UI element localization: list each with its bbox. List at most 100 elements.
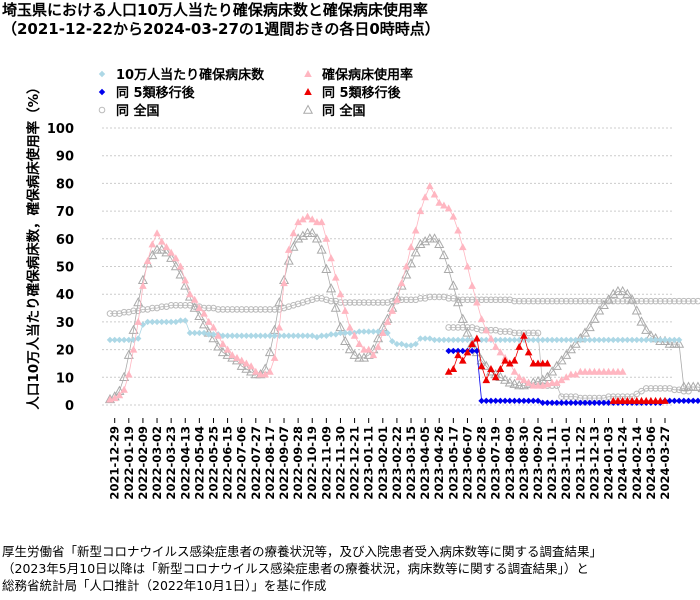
- data-point: [219, 340, 227, 348]
- data-point: [551, 360, 562, 370]
- data-point: [349, 349, 360, 359]
- data-point: [299, 215, 307, 223]
- data-point: [370, 299, 377, 306]
- data-point: [454, 226, 462, 234]
- data-point: [487, 364, 495, 372]
- data-point: [106, 310, 114, 317]
- data-point: [416, 207, 425, 215]
- data-point: [421, 295, 429, 302]
- data-point: [356, 328, 363, 335]
- data-point: [497, 296, 504, 304]
- data-point: [421, 335, 429, 342]
- data-point: [598, 299, 609, 309]
- legend-marker: [304, 70, 312, 77]
- data-point: [491, 373, 500, 381]
- data-point: [243, 306, 250, 313]
- data-point: [591, 336, 598, 344]
- data-point: [189, 302, 200, 312]
- data-point: [326, 283, 337, 293]
- source-line-3: 総務省統計局「人口推計（2022年10月1日）」を基に作成: [2, 578, 327, 593]
- data-point: [133, 296, 144, 307]
- data-point: [657, 336, 664, 344]
- data-point: [692, 381, 700, 391]
- data-point: [351, 299, 358, 306]
- data-point: [147, 249, 158, 260]
- data-point: [266, 367, 274, 375]
- legend-marker: [98, 70, 106, 78]
- data-point: [577, 297, 584, 305]
- data-point: [567, 399, 575, 406]
- legend-marker: [98, 88, 106, 96]
- data-point: [624, 297, 631, 305]
- data-point: [402, 262, 411, 270]
- data-point: [581, 399, 589, 406]
- data-point: [308, 296, 316, 304]
- data-point: [266, 306, 274, 313]
- data-point: [614, 297, 622, 305]
- data-point: [186, 301, 194, 309]
- data-point: [410, 247, 421, 257]
- data-point: [506, 328, 514, 335]
- data-point: [116, 310, 123, 317]
- data-point: [622, 288, 633, 298]
- x-tick-label: 2024-03-27: [658, 426, 672, 500]
- series-line: [109, 232, 700, 400]
- data-point: [219, 306, 227, 313]
- data-point: [492, 326, 499, 334]
- data-point: [200, 329, 208, 337]
- data-point: [459, 347, 466, 355]
- data-point: [501, 336, 509, 344]
- data-point: [247, 332, 255, 339]
- data-point: [271, 332, 278, 339]
- data-point: [153, 318, 161, 326]
- x-tick-label: 2023-01-11: [362, 426, 376, 500]
- data-point: [491, 342, 500, 350]
- data-point: [163, 303, 170, 310]
- data-point: [200, 309, 208, 317]
- data-point: [252, 332, 260, 339]
- data-point: [195, 304, 204, 312]
- data-point: [149, 304, 156, 312]
- data-point: [557, 376, 566, 384]
- data-point: [567, 297, 575, 305]
- data-point: [481, 360, 492, 370]
- data-point: [304, 297, 311, 305]
- data-point: [642, 297, 650, 305]
- x-tick-label: 2023-06-07: [460, 426, 474, 500]
- data-point: [129, 345, 138, 353]
- data-point: [405, 258, 417, 268]
- data-point: [120, 385, 128, 393]
- data-point: [158, 303, 166, 310]
- x-tick-label: 2023-05-17: [446, 426, 460, 500]
- data-point: [379, 299, 387, 306]
- data-point: [106, 336, 114, 344]
- data-point: [157, 237, 166, 245]
- data-point: [285, 332, 292, 339]
- data-point: [327, 331, 335, 338]
- data-point: [680, 397, 688, 405]
- data-point: [458, 243, 467, 251]
- x-tick-label: 2023-04-26: [432, 426, 446, 500]
- data-point: [384, 329, 391, 337]
- data-point: [257, 306, 264, 313]
- data-point: [393, 295, 401, 303]
- x-tick-label: 2024-02-14: [630, 426, 644, 500]
- data-point: [510, 356, 519, 364]
- data-point: [233, 332, 241, 339]
- data-point: [210, 304, 217, 312]
- data-point: [139, 281, 147, 289]
- data-point: [496, 348, 505, 356]
- data-point: [577, 399, 584, 406]
- x-tick-label: 2022-11-09: [319, 426, 333, 500]
- data-point: [501, 397, 509, 405]
- data-point: [383, 317, 392, 325]
- data-point: [497, 328, 504, 335]
- data-point: [360, 328, 368, 335]
- data-point: [167, 248, 175, 256]
- data-point: [438, 249, 449, 260]
- data-point: [224, 332, 231, 339]
- data-point: [175, 269, 186, 279]
- data-point: [435, 198, 444, 206]
- data-point: [139, 321, 147, 328]
- data-point: [685, 397, 692, 405]
